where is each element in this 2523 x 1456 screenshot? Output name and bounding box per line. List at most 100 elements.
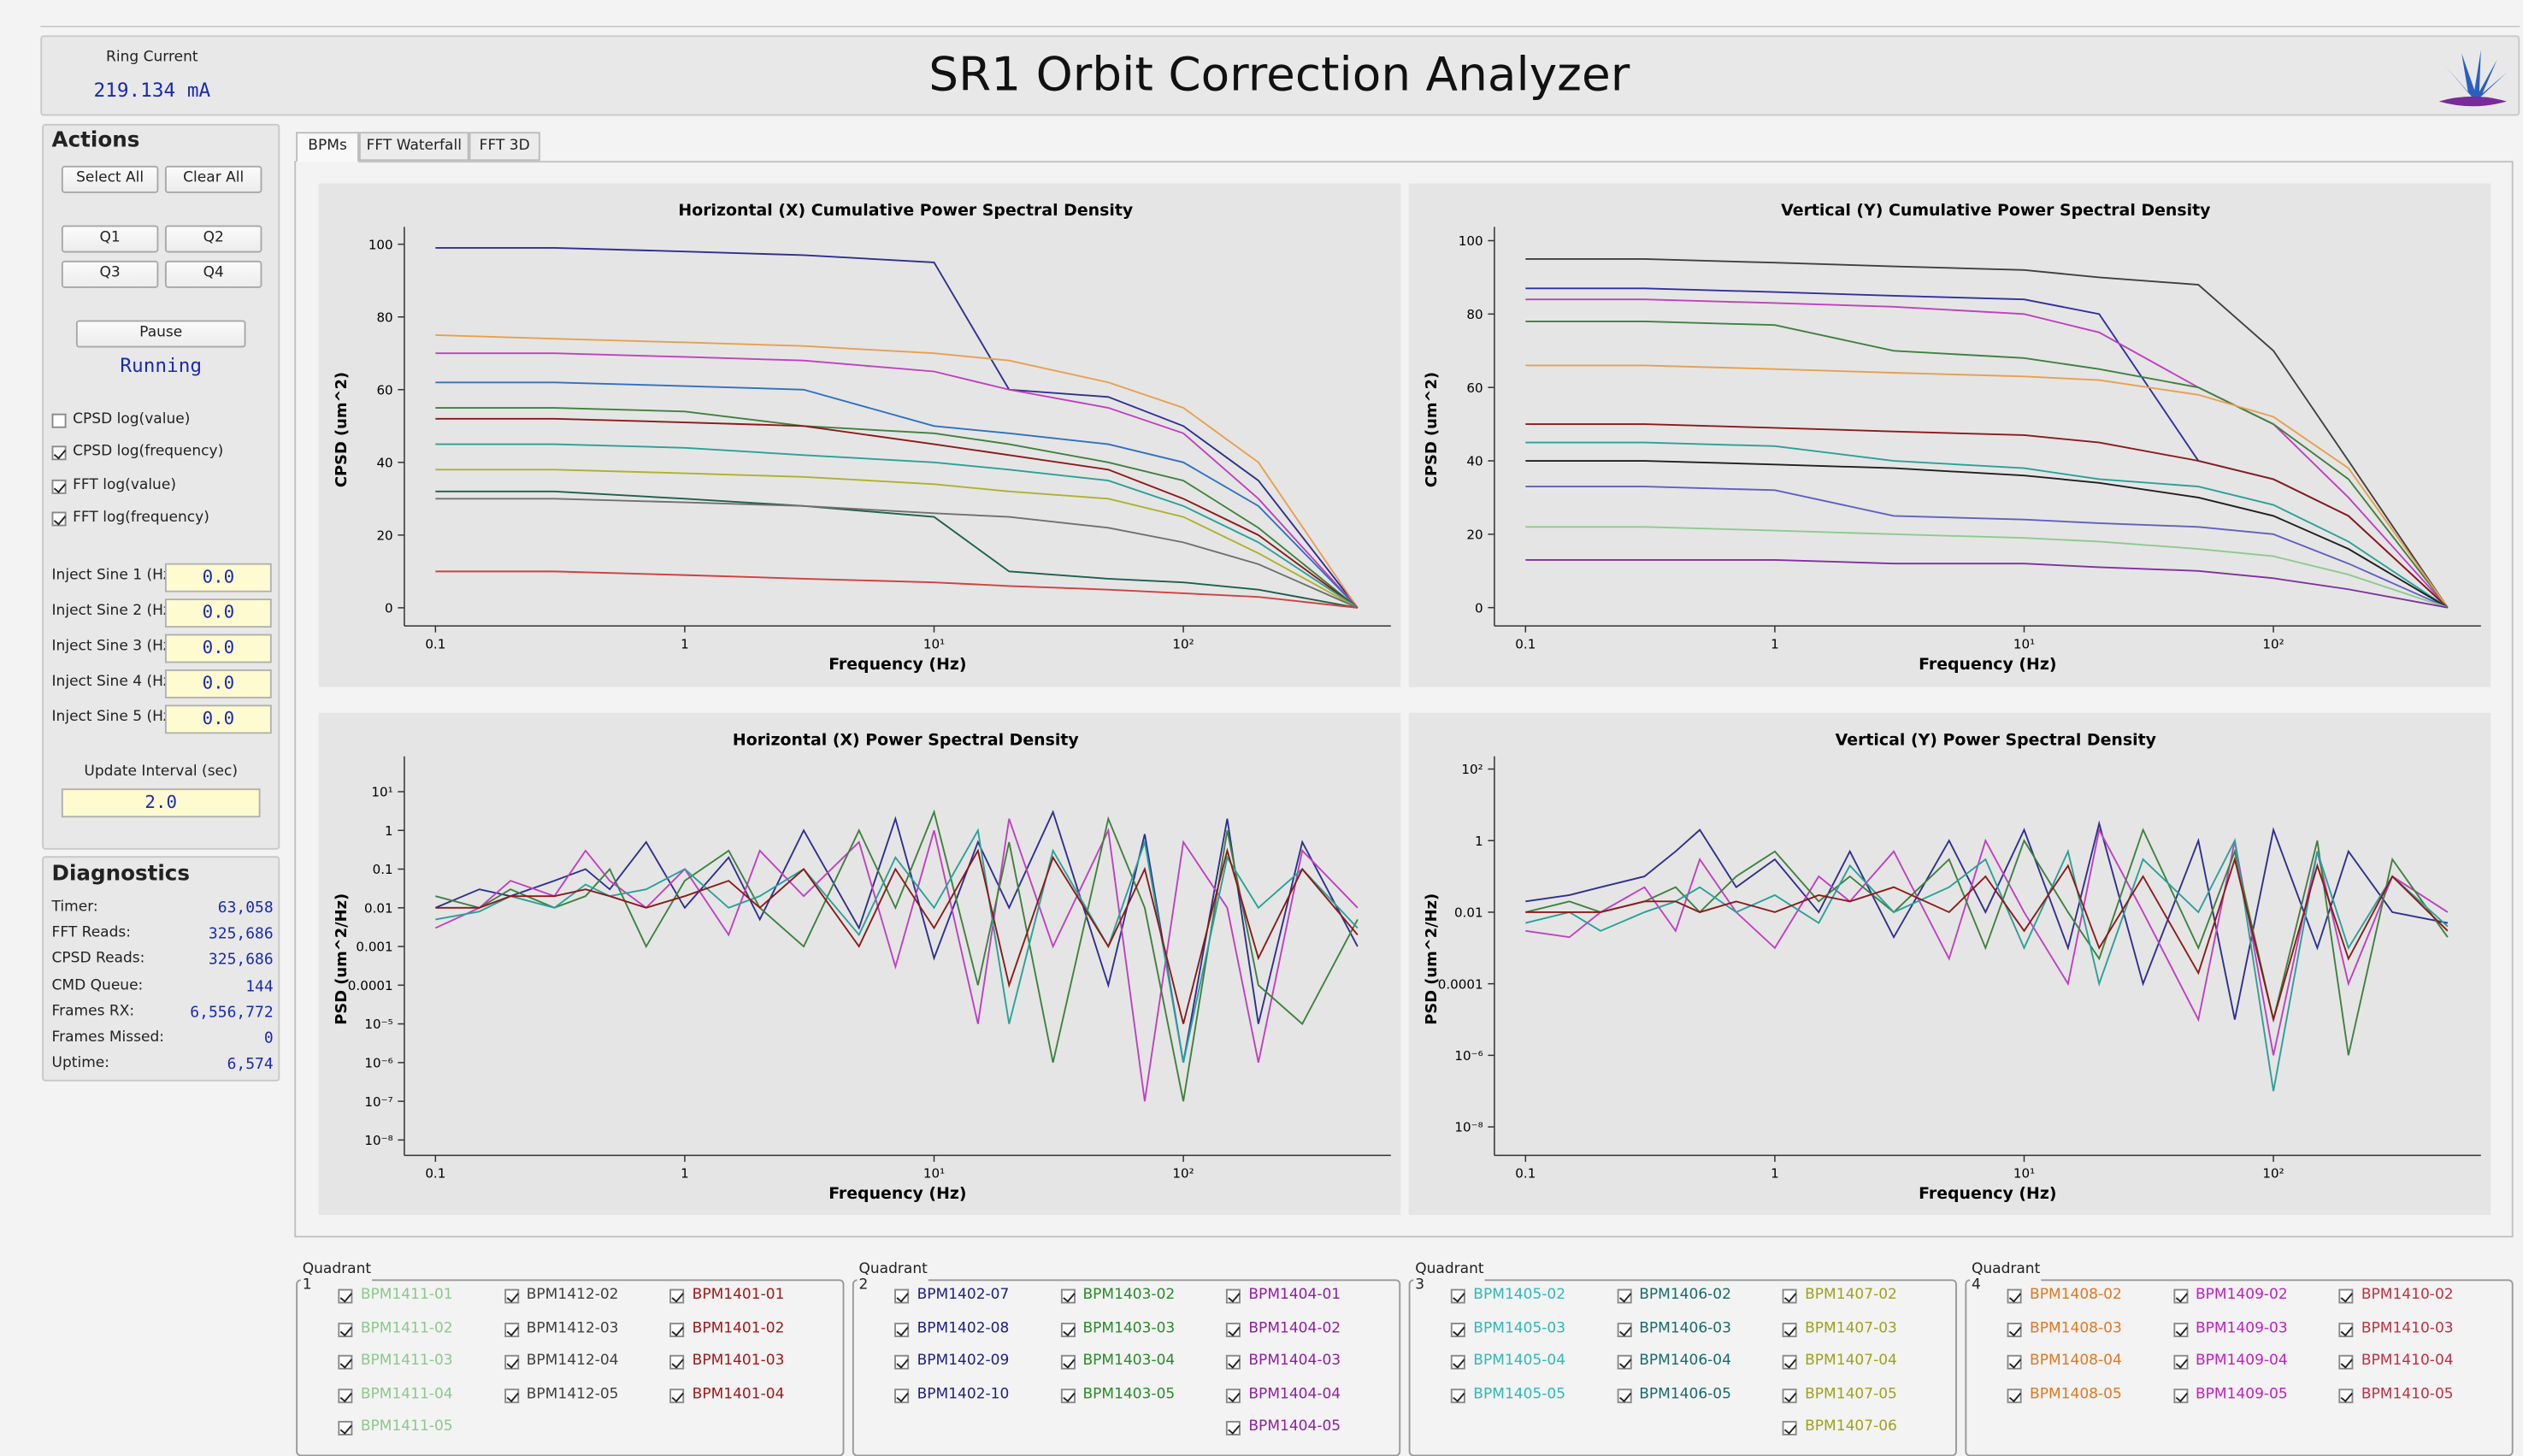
bpm-label[interactable]: BPM1410-05 — [2361, 1386, 2454, 1403]
bpm-checkbox[interactable] — [1225, 1354, 1241, 1370]
bpm-label[interactable]: BPM1405-02 — [1473, 1287, 1566, 1304]
bpm-label[interactable]: BPM1411-03 — [360, 1353, 453, 1370]
bpm-label[interactable]: BPM1401-01 — [692, 1287, 785, 1304]
bpm-checkbox[interactable] — [2172, 1288, 2188, 1304]
bpm-checkbox[interactable] — [504, 1288, 519, 1304]
bpm-label[interactable]: BPM1402-07 — [917, 1287, 1010, 1304]
bpm-checkbox[interactable] — [1450, 1288, 1465, 1304]
bpm-checkbox[interactable] — [1450, 1322, 1465, 1337]
bpm-checkbox[interactable] — [504, 1388, 519, 1403]
bpm-checkbox[interactable] — [1225, 1288, 1241, 1304]
inject-input[interactable]: 0.0 — [164, 598, 272, 628]
inject-input[interactable]: 0.0 — [164, 563, 272, 592]
bpm-label[interactable]: BPM1408-05 — [2030, 1386, 2122, 1403]
bpm-label[interactable]: BPM1411-02 — [360, 1320, 453, 1337]
bpm-checkbox[interactable] — [1450, 1388, 1465, 1403]
q-button[interactable]: Q2 — [164, 225, 262, 253]
bpm-label[interactable]: BPM1412-02 — [526, 1287, 619, 1304]
bpm-checkbox[interactable] — [504, 1322, 519, 1337]
bpm-checkbox[interactable] — [1059, 1322, 1076, 1337]
bpm-checkbox[interactable] — [1782, 1354, 1797, 1370]
bpm-label[interactable]: BPM1402-09 — [917, 1353, 1010, 1370]
bpm-label[interactable]: BPM1402-10 — [917, 1386, 1010, 1403]
checkbox[interactable] — [51, 511, 67, 527]
bpm-checkbox[interactable] — [2338, 1388, 2354, 1403]
bpm-label[interactable]: BPM1411-04 — [360, 1386, 453, 1403]
bpm-label[interactable]: BPM1406-04 — [1639, 1353, 1731, 1370]
bpm-label[interactable]: BPM1403-05 — [1082, 1386, 1176, 1403]
bpm-label[interactable]: BPM1404-03 — [1248, 1353, 1341, 1370]
bpm-label[interactable]: BPM1411-05 — [360, 1419, 453, 1435]
bpm-checkbox[interactable] — [1059, 1388, 1076, 1403]
bpm-label[interactable]: BPM1404-01 — [1248, 1287, 1341, 1304]
bpm-label[interactable]: BPM1407-06 — [1805, 1419, 1897, 1435]
bpm-label[interactable]: BPM1409-03 — [2195, 1320, 2288, 1337]
bpm-checkbox[interactable] — [1225, 1322, 1241, 1337]
bpm-checkbox[interactable] — [338, 1420, 353, 1435]
bpm-checkbox[interactable] — [1782, 1288, 1797, 1304]
bpm-checkbox[interactable] — [1616, 1288, 1631, 1304]
bpm-checkbox[interactable] — [2007, 1354, 2022, 1370]
select-all-button[interactable]: Select All — [61, 165, 159, 193]
q-button[interactable]: Q3 — [61, 260, 159, 288]
q-button[interactable]: Q4 — [164, 260, 262, 288]
bpm-label[interactable]: BPM1410-04 — [2361, 1353, 2454, 1370]
bpm-checkbox[interactable] — [2007, 1288, 2022, 1304]
bpm-label[interactable]: BPM1408-03 — [2030, 1320, 2122, 1337]
bpm-label[interactable]: BPM1407-02 — [1805, 1287, 1897, 1304]
inject-input[interactable]: 0.0 — [164, 669, 272, 699]
bpm-checkbox[interactable] — [894, 1288, 910, 1304]
bpm-label[interactable]: BPM1408-04 — [2030, 1353, 2122, 1370]
bpm-checkbox[interactable] — [669, 1388, 685, 1403]
q-button[interactable]: Q1 — [61, 225, 159, 253]
bpm-checkbox[interactable] — [1616, 1354, 1631, 1370]
checkbox[interactable] — [51, 413, 67, 428]
bpm-label[interactable]: BPM1405-03 — [1473, 1320, 1566, 1337]
bpm-checkbox[interactable] — [669, 1288, 685, 1304]
bpm-checkbox[interactable] — [1616, 1388, 1631, 1403]
bpm-label[interactable]: BPM1402-08 — [917, 1320, 1010, 1337]
bpm-label[interactable]: BPM1411-01 — [360, 1287, 453, 1304]
bpm-label[interactable]: BPM1406-03 — [1639, 1320, 1731, 1337]
bpm-checkbox[interactable] — [2338, 1288, 2354, 1304]
tab[interactable]: FFT 3D — [469, 132, 540, 162]
bpm-label[interactable]: BPM1403-04 — [1082, 1353, 1176, 1370]
bpm-checkbox[interactable] — [338, 1288, 353, 1304]
bpm-checkbox[interactable] — [894, 1388, 910, 1403]
bpm-checkbox[interactable] — [1450, 1354, 1465, 1370]
bpm-checkbox[interactable] — [1225, 1420, 1241, 1435]
inject-input[interactable]: 0.0 — [164, 704, 272, 734]
bpm-label[interactable]: BPM1405-04 — [1473, 1353, 1566, 1370]
bpm-checkbox[interactable] — [1782, 1322, 1797, 1337]
bpm-checkbox[interactable] — [669, 1322, 685, 1337]
bpm-checkbox[interactable] — [1059, 1288, 1076, 1304]
bpm-checkbox[interactable] — [1059, 1354, 1076, 1370]
bpm-label[interactable]: BPM1407-05 — [1805, 1386, 1897, 1403]
bpm-checkbox[interactable] — [1616, 1322, 1631, 1337]
bpm-checkbox[interactable] — [2338, 1354, 2354, 1370]
inject-input[interactable]: 0.0 — [164, 634, 272, 663]
bpm-label[interactable]: BPM1412-03 — [526, 1320, 619, 1337]
bpm-checkbox[interactable] — [504, 1354, 519, 1370]
bpm-checkbox[interactable] — [2172, 1354, 2188, 1370]
bpm-label[interactable]: BPM1412-05 — [526, 1386, 619, 1403]
bpm-checkbox[interactable] — [1782, 1420, 1797, 1435]
bpm-checkbox[interactable] — [894, 1354, 910, 1370]
bpm-checkbox[interactable] — [2007, 1322, 2022, 1337]
bpm-checkbox[interactable] — [338, 1354, 353, 1370]
bpm-label[interactable]: BPM1409-04 — [2195, 1353, 2288, 1370]
bpm-label[interactable]: BPM1401-02 — [692, 1320, 785, 1337]
clear-all-button[interactable]: Clear All — [164, 165, 262, 193]
checkbox[interactable] — [51, 479, 67, 494]
bpm-label[interactable]: BPM1404-02 — [1248, 1320, 1341, 1337]
bpm-label[interactable]: BPM1401-03 — [692, 1353, 785, 1370]
bpm-checkbox[interactable] — [1782, 1388, 1797, 1403]
bpm-label[interactable]: BPM1412-04 — [526, 1353, 619, 1370]
bpm-label[interactable]: BPM1410-03 — [2361, 1320, 2454, 1337]
bpm-label[interactable]: BPM1403-02 — [1082, 1287, 1176, 1304]
bpm-label[interactable]: BPM1408-02 — [2030, 1287, 2122, 1304]
checkbox[interactable] — [51, 446, 67, 462]
bpm-checkbox[interactable] — [1225, 1388, 1241, 1403]
tab[interactable]: FFT Waterfall — [358, 132, 469, 162]
bpm-label[interactable]: BPM1409-05 — [2195, 1386, 2288, 1403]
